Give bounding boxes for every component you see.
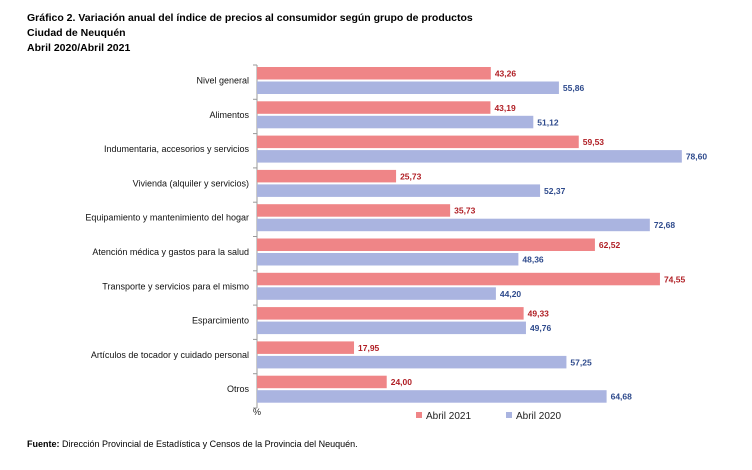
category-label: Equipamiento y mantenimiento del hogar [85, 213, 249, 223]
category-label: Esparcimiento [192, 316, 249, 326]
chart-period: Abril 2020/Abril 2021 [27, 42, 131, 54]
category-label: Alimentos [209, 110, 249, 120]
bar-abril-2020 [257, 218, 650, 232]
bar-abril-2021 [257, 204, 451, 217]
bar-abril-2021 [257, 169, 397, 183]
bar-abril-2021 [257, 375, 387, 389]
value-label-abril-2021: 62,52 [599, 240, 621, 250]
bar-abril-2021 [257, 341, 355, 354]
category-label: Atención médica y gastos para la salud [92, 247, 249, 257]
value-label-abril-2021: 17,95 [358, 343, 380, 353]
legend-label-abril-2021: Abril 2021 [426, 411, 471, 422]
source-note: Fuente: Dirección Provincial de Estadíst… [27, 439, 358, 449]
title-block: Gráfico 2. Variación anual del índice de… [27, 11, 473, 56]
bar-abril-2020 [257, 390, 607, 403]
value-label-abril-2021: 74,55 [664, 274, 686, 284]
bar-abril-2021 [257, 67, 491, 80]
value-label-abril-2021: 43,26 [495, 69, 517, 79]
value-label-abril-2020: 48,36 [522, 255, 544, 265]
legend-swatch-abril-2021 [416, 412, 422, 418]
value-label-abril-2020: 52,37 [544, 186, 566, 196]
value-label-abril-2021: 24,00 [391, 377, 413, 387]
bar-abril-2021 [257, 135, 579, 149]
bar-abril-2020 [257, 184, 541, 197]
bar-abril-2021 [257, 101, 491, 114]
bar-abril-2020 [257, 81, 559, 94]
source-text: Dirección Provincial de Estadística y Ce… [62, 439, 358, 449]
bar-abril-2020 [257, 287, 496, 300]
category-label: Vivienda (alquiler y servicios) [133, 178, 249, 188]
bar-abril-2020 [257, 355, 567, 369]
category-label: Nivel general [196, 76, 249, 86]
legend-swatch-abril-2020 [506, 412, 512, 418]
value-label-abril-2020: 78,60 [686, 152, 708, 162]
category-label: Otros [227, 384, 250, 394]
value-label-abril-2021: 59,53 [583, 137, 605, 147]
value-label-abril-2020: 44,20 [500, 289, 522, 299]
value-label-abril-2021: 43,19 [494, 103, 516, 113]
chart-title: Gráfico 2. Variación anual del índice de… [27, 12, 473, 24]
category-label: Transporte y servicios para el mismo [102, 281, 249, 291]
bar-abril-2021 [257, 272, 660, 286]
bar-abril-2020 [257, 253, 519, 266]
value-label-abril-2020: 64,68 [611, 392, 633, 402]
value-label-abril-2020: 57,25 [570, 357, 592, 367]
bar-abril-2020 [257, 150, 682, 163]
value-label-abril-2021: 35,73 [454, 206, 476, 216]
bar-abril-2020 [257, 321, 526, 335]
bar-abril-2021 [257, 307, 524, 320]
bar-abril-2021 [257, 238, 595, 251]
bar-abril-2020 [257, 115, 534, 129]
chart-subtitle: Ciudad de Neuquén [27, 27, 126, 39]
value-label-abril-2021: 25,73 [400, 171, 422, 181]
category-label: Indumentaria, accesorios y servicios [104, 144, 250, 154]
value-label-abril-2020: 49,76 [530, 323, 552, 333]
value-label-abril-2020: 55,86 [563, 83, 585, 93]
value-label-abril-2020: 72,68 [654, 220, 676, 230]
legend-label-abril-2020: Abril 2020 [516, 411, 561, 422]
category-label: Artículos de tocador y cuidado personal [91, 350, 249, 360]
value-label-abril-2021: 49,33 [528, 309, 550, 319]
value-label-abril-2020: 51,12 [537, 117, 559, 127]
x-axis-unit-label: % [253, 407, 261, 417]
source-label: Fuente: [27, 439, 60, 449]
